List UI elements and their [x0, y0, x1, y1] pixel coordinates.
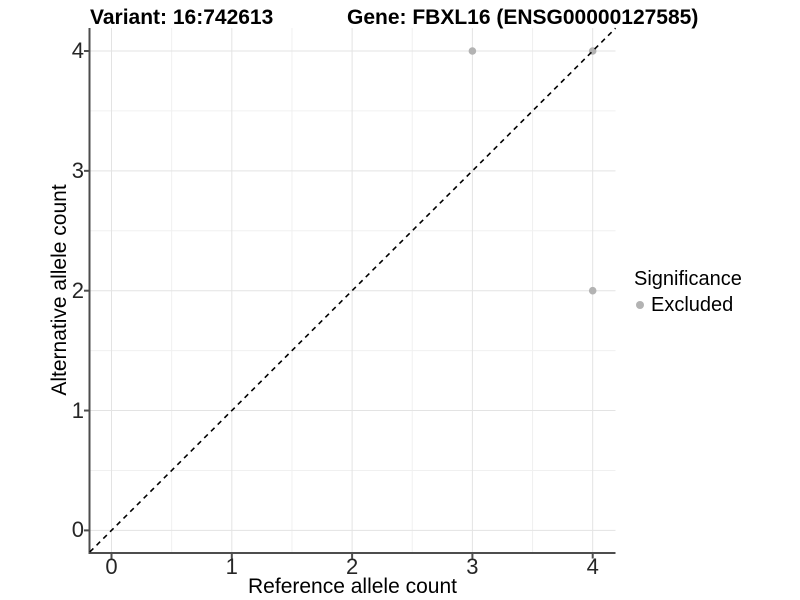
legend-item-label: Excluded: [651, 294, 734, 316]
data-point: [588, 286, 597, 295]
data-point: [468, 47, 477, 55]
x-tick-label: 2: [345, 554, 359, 579]
y-tick-label: 1: [71, 397, 84, 423]
x-tick-label: 1: [225, 554, 238, 579]
x-tick-label: 3: [466, 554, 479, 579]
legend-item-excluded: Excluded: [634, 293, 742, 317]
x-tick-label: 0: [105, 554, 118, 579]
plot-title-gene: Gene: FBXL16 (ENSG00000127585): [347, 6, 699, 29]
legend-point-icon: [636, 301, 644, 309]
y-tick-label: 0: [71, 517, 84, 543]
identity-dashed-line: [89, 27, 617, 553]
y-tick-label: 3: [71, 157, 84, 183]
y-axis-title: Alternative allele count: [48, 184, 71, 395]
y-tick-label: 2: [71, 277, 84, 303]
y-tick-label: 4: [71, 38, 84, 63]
x-tick-label: 4: [586, 554, 599, 579]
legend-title: Significance: [634, 268, 742, 290]
plot-title-variant: Variant: 16:742613: [90, 6, 274, 29]
x-axis-title: Reference allele count: [248, 575, 457, 598]
legend: Significance Excluded: [634, 267, 742, 317]
